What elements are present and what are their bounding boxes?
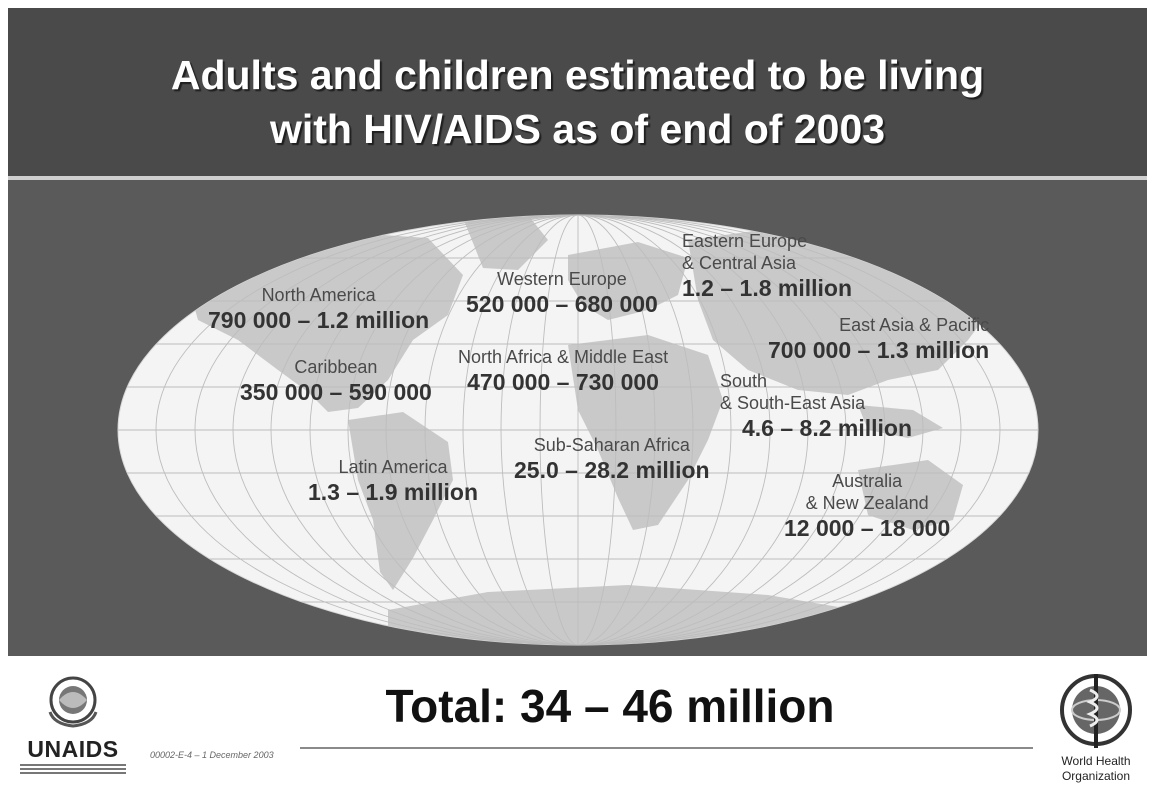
who-wordmark: World Health Organization [1046,754,1146,784]
region-western-europe: Western Europe 520 000 – 680 000 [466,268,658,318]
unaids-partners-strip [20,764,126,776]
who-wordmark-line-1: World Health [1061,754,1131,768]
unaids-wordmark: UNAIDS [27,736,119,762]
title-line-2: with HIV/AIDS as of end of 2003 [269,106,886,152]
banner-separator [8,176,1147,180]
total-estimate: Total: 34 – 46 million [385,680,835,732]
region-name: Latin America [338,457,448,477]
title-banner: Adults and children estimated to be livi… [8,8,1147,176]
region-australia-new-zealand: Australia & New Zealand 12 000 – 18 000 [784,470,950,542]
footer: UNAIDS Total: 34 – 46 million 00002-E-4 … [0,656,1155,790]
region-value: 790 000 – 1.2 million [208,307,430,333]
region-name: Western Europe [497,269,627,289]
region-value: 1.3 – 1.9 million [308,479,479,505]
land-europe [568,242,688,320]
region-east-asia-pacific: East Asia & Pacific 700 000 – 1.3 millio… [768,314,989,364]
region-sub-saharan-africa: Sub-Saharan Africa 25.0 – 28.2 million [514,434,710,484]
region-name: North Africa & Middle East [458,347,669,367]
title-line-1: Adults and children estimated to be livi… [170,52,985,98]
region-value: 4.6 – 8.2 million [742,415,913,441]
region-name-line-2: & South-East Asia [720,393,866,413]
slide-title: Adults and children estimated to be livi… [8,48,1147,156]
slide-code: 00002-E-4 – 1 December 2003 [150,750,274,760]
region-caribbean: Caribbean 350 000 – 590 000 [240,356,432,406]
who-emblem-icon [1060,674,1132,748]
region-south-southeast-asia: South & South-East Asia 4.6 – 8.2 millio… [720,370,912,442]
region-name: Sub-Saharan Africa [533,435,690,455]
region-name-line-2: & New Zealand [805,493,929,513]
who-logo: World Health Organization [1046,670,1146,788]
region-value: 350 000 – 590 000 [240,379,432,405]
region-eastern-europe-central-asia: Eastern Europe & Central Asia 1.2 – 1.8 … [682,230,852,302]
region-name: North America [261,285,376,305]
world-map-panel: North America 790 000 – 1.2 million Cari… [8,180,1147,656]
region-value: 700 000 – 1.3 million [768,337,990,363]
land-south-america [348,412,453,590]
region-value: 25.0 – 28.2 million [514,457,710,483]
region-name-line-2: & Central Asia [682,253,797,273]
land-australia [858,460,963,530]
region-latin-america: Latin America 1.3 – 1.9 million [308,456,478,506]
region-name-line-1: Australia [832,471,903,491]
footer-rule [300,747,1033,749]
region-name: Caribbean [294,357,378,377]
world-map [117,214,1039,646]
land-africa [568,335,723,530]
region-north-america: North America 790 000 – 1.2 million [208,284,429,334]
un-emblem-icon [48,676,98,728]
region-north-africa-middle-east: North Africa & Middle East 470 000 – 730… [458,346,668,396]
region-name-line-1: Eastern Europe [682,231,808,251]
region-name-line-1: South [720,371,768,391]
who-wordmark-line-2: Organization [1061,769,1131,783]
unaids-logo: UNAIDS [14,674,132,786]
region-value: 470 000 – 730 000 [467,369,659,395]
region-name: East Asia & Pacific [839,315,990,335]
region-value: 1.2 – 1.8 million [682,275,853,301]
region-value: 520 000 – 680 000 [466,291,658,317]
region-value: 12 000 – 18 000 [784,515,951,541]
